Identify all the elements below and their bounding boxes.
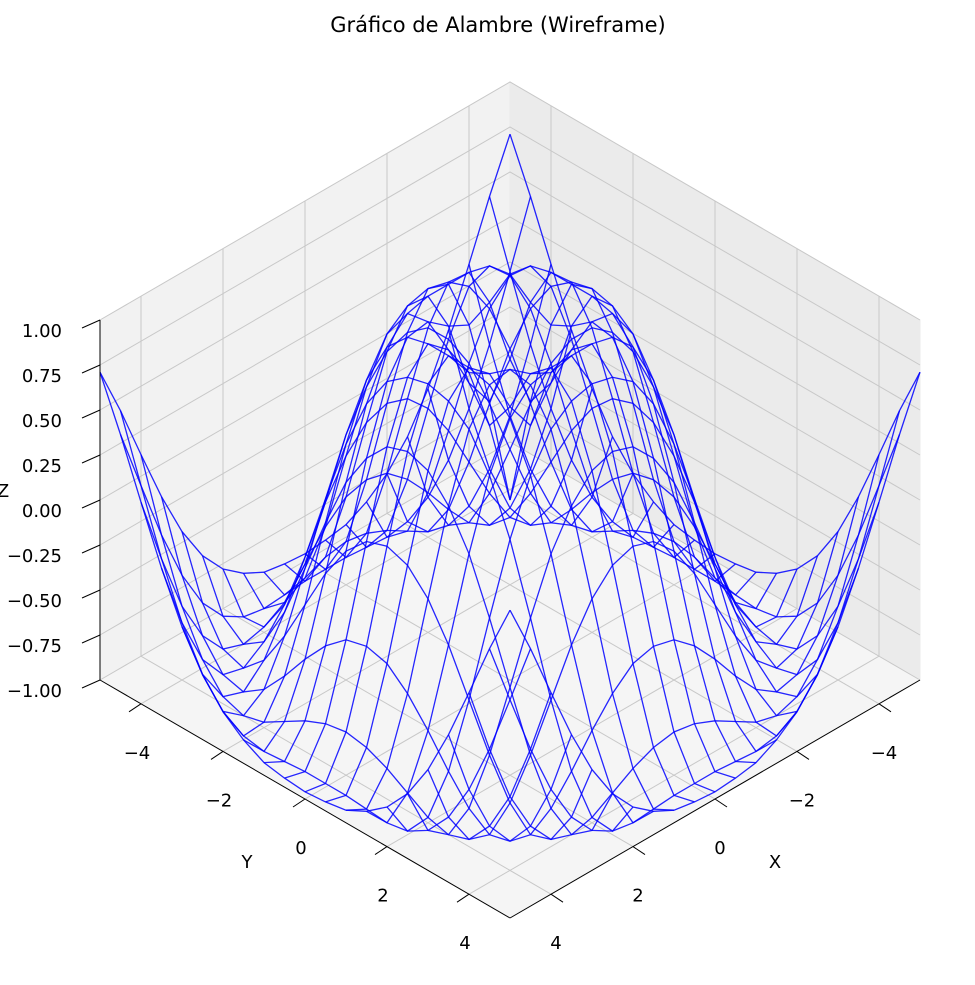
grid-line (99, 261, 921, 501)
x-tick (714, 798, 728, 808)
z-tick (81, 589, 101, 599)
z-tick (81, 409, 101, 419)
grid-line (99, 351, 921, 591)
z-tick-label: 0.50 (22, 411, 62, 432)
grid-line (99, 126, 921, 366)
wire-col (386, 376, 798, 832)
wire-col (366, 336, 778, 824)
grid-line (99, 396, 921, 636)
z-tick-label: 1.00 (22, 321, 62, 342)
z-tick (81, 544, 101, 554)
x-tick (632, 846, 646, 856)
x-tick-label: 2 (632, 886, 643, 907)
y-tick (374, 846, 388, 856)
z-tick-label: 0.75 (22, 366, 62, 387)
wire-col (509, 371, 921, 812)
wire-col (406, 446, 819, 836)
x-tick-label: −2 (789, 790, 816, 811)
wire-col (140, 264, 552, 650)
x-tick-label: 4 (550, 933, 561, 954)
grid-line (99, 171, 921, 411)
y-axis-label: Y (241, 852, 254, 873)
z-tick (81, 679, 101, 689)
grid-line (304, 560, 716, 800)
wire-col (468, 454, 880, 841)
x-tick-label: 0 (714, 838, 725, 859)
y-tick (210, 750, 224, 760)
grid-line (222, 512, 634, 752)
grid-line (468, 655, 880, 895)
y-tick-label: 4 (459, 933, 470, 954)
y-tick (456, 893, 470, 903)
z-axis-label: Z (0, 481, 9, 502)
wire-col (222, 281, 634, 737)
y-tick-label: −2 (206, 790, 233, 811)
z-tick (81, 319, 101, 329)
grid-line (99, 306, 921, 546)
wire-col (181, 388, 593, 698)
z-tick-label: −1.00 (7, 681, 62, 702)
wire-col (263, 265, 675, 764)
z-tick-label: −0.75 (7, 636, 62, 657)
z-tick (81, 454, 101, 464)
chart-title: Gráfico de Alambre (Wireframe) (330, 13, 666, 37)
y-tick-label: 2 (377, 886, 388, 907)
z-tick-label: −0.25 (7, 546, 62, 567)
wire-col (201, 327, 614, 717)
x-tick (796, 750, 810, 760)
wire-col (99, 133, 511, 574)
wire-col (325, 295, 736, 803)
wire-col (345, 312, 757, 811)
z-tick-label: 0.00 (22, 501, 62, 522)
grid-line (99, 216, 921, 456)
wire-col (119, 196, 532, 618)
y-tick (292, 798, 306, 808)
y-tick (128, 703, 142, 713)
wire-col (427, 531, 839, 841)
wire-col (243, 265, 655, 753)
z-tick (81, 364, 101, 374)
x-tick (878, 703, 892, 713)
z-tick (81, 499, 101, 509)
x-tick (550, 893, 564, 903)
y-tick-label: 0 (295, 838, 306, 859)
wire-col (488, 410, 901, 832)
z-tick-label: −0.50 (7, 591, 62, 612)
wire-col (160, 329, 573, 676)
z-tick-label: 0.25 (22, 456, 62, 477)
wire-col (447, 496, 860, 842)
z-tick (81, 634, 101, 644)
x-axis-label: X (769, 852, 781, 873)
grid-line (99, 81, 921, 321)
x-tick-label: −4 (871, 743, 898, 764)
y-tick-label: −4 (124, 743, 151, 764)
